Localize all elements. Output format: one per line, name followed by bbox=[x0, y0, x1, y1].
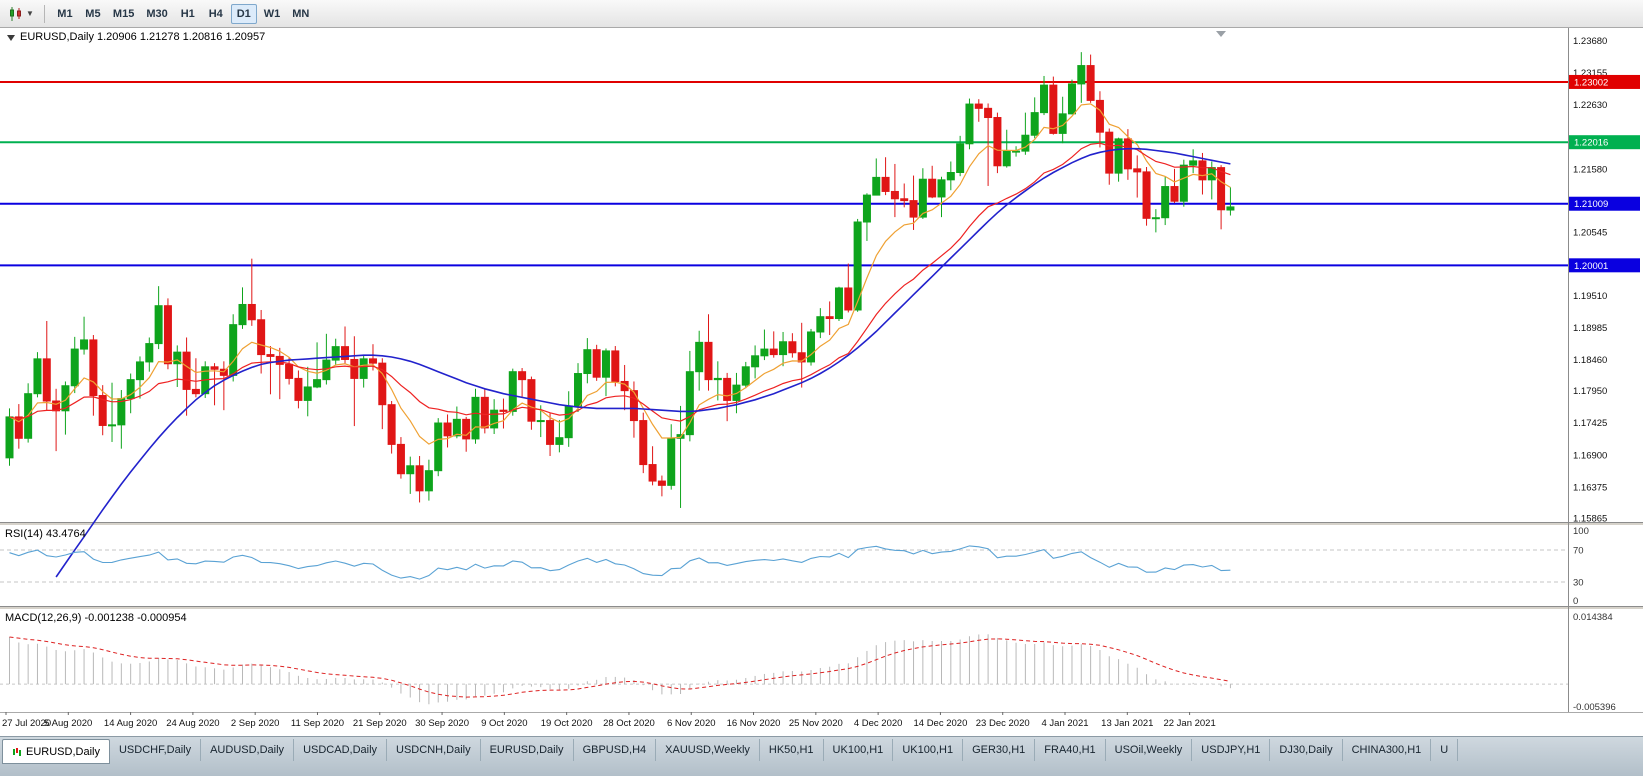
svg-text:1.23002: 1.23002 bbox=[1574, 77, 1608, 88]
svg-text:1.21580: 1.21580 bbox=[1573, 164, 1607, 175]
timeframe-m30-button[interactable]: M30 bbox=[141, 4, 172, 24]
svg-text:6 Nov 2020: 6 Nov 2020 bbox=[667, 718, 716, 729]
chart-tab-hk50-h1[interactable]: HK50,H1 bbox=[760, 739, 824, 761]
timeframe-mn-button[interactable]: MN bbox=[287, 4, 314, 24]
svg-text:14 Aug 2020: 14 Aug 2020 bbox=[104, 718, 157, 729]
svg-text:0: 0 bbox=[1573, 596, 1578, 607]
chart-tab-china300-h1[interactable]: CHINA300,H1 bbox=[1343, 739, 1432, 761]
chart-tab-gbpusd-h4[interactable]: GBPUSD,H4 bbox=[574, 739, 657, 761]
chart-tab-usdjpy-h1[interactable]: USDJPY,H1 bbox=[1192, 739, 1271, 761]
one-click-trading-toggle[interactable] bbox=[7, 35, 15, 41]
candlestick-chart-icon bbox=[10, 6, 21, 21]
svg-text:11 Sep 2020: 11 Sep 2020 bbox=[291, 718, 344, 729]
svg-text:1.19510: 1.19510 bbox=[1573, 291, 1607, 302]
svg-text:14 Dec 2020: 14 Dec 2020 bbox=[913, 718, 967, 729]
svg-text:13 Jan 2021: 13 Jan 2021 bbox=[1101, 718, 1153, 729]
chart-tab-audusd-daily[interactable]: AUDUSD,Daily bbox=[201, 739, 295, 761]
svg-text:5 Aug 2020: 5 Aug 2020 bbox=[44, 718, 92, 729]
svg-text:1.23155: 1.23155 bbox=[1573, 68, 1607, 79]
svg-text:16 Nov 2020: 16 Nov 2020 bbox=[727, 718, 781, 729]
time-axis[interactable] bbox=[0, 712, 1568, 736]
svg-text:1.16375: 1.16375 bbox=[1573, 482, 1607, 493]
svg-text:1.16900: 1.16900 bbox=[1573, 450, 1607, 461]
chart-tab-usdcnh-daily[interactable]: USDCNH,Daily bbox=[387, 739, 481, 761]
timeframe-d1-button[interactable]: D1 bbox=[230, 3, 257, 24]
svg-text:1.22630: 1.22630 bbox=[1573, 100, 1607, 111]
svg-text:1.22016: 1.22016 bbox=[1574, 138, 1608, 149]
svg-text:1.20001: 1.20001 bbox=[1574, 261, 1608, 272]
svg-text:24 Aug 2020: 24 Aug 2020 bbox=[166, 718, 219, 729]
svg-text:9 Oct 2020: 9 Oct 2020 bbox=[481, 718, 527, 729]
rsi-header: RSI(14) 43.4764 bbox=[5, 528, 86, 540]
svg-text:-0.005396: -0.005396 bbox=[1573, 702, 1616, 713]
chart-tab-bar: EURUSD,Daily USDCHF,Daily AUDUSD,Daily USDC… bbox=[0, 736, 1643, 776]
svg-text:30: 30 bbox=[1573, 578, 1584, 589]
svg-text:1.23680: 1.23680 bbox=[1573, 36, 1607, 47]
chart-tab-ger30-h1[interactable]: GER30,H1 bbox=[963, 739, 1036, 761]
svg-text:100: 100 bbox=[1573, 526, 1589, 537]
timeframe-buttons: M1 M5 M15 M30 H1 H4 D1 W1 MN bbox=[51, 3, 315, 24]
dropdown-caret-icon: ▼ bbox=[26, 8, 34, 18]
timeframe-h1-button[interactable]: H1 bbox=[175, 4, 201, 24]
svg-text:1.15865: 1.15865 bbox=[1573, 514, 1607, 525]
svg-text:1.17950: 1.17950 bbox=[1573, 386, 1607, 397]
svg-text:30 Sep 2020: 30 Sep 2020 bbox=[415, 718, 469, 729]
macd-pane[interactable] bbox=[0, 610, 1568, 712]
chart-type-candlestick-button[interactable]: ▼ bbox=[4, 3, 38, 25]
main-chart-pane[interactable] bbox=[0, 28, 1568, 522]
chart-tab-usdchf-daily[interactable]: USDCHF,Daily bbox=[110, 739, 202, 761]
svg-text:23 Dec 2020: 23 Dec 2020 bbox=[976, 718, 1030, 729]
rsi-pane[interactable] bbox=[0, 526, 1568, 606]
chart-canvas[interactable]: 1.23680 1.23155 1.22630 1.21580 1.20545 1.195… bbox=[0, 28, 1643, 736]
chart-tab-fra40-h1[interactable]: FRA40,H1 bbox=[1035, 739, 1106, 761]
timeframe-m5-button[interactable]: M5 bbox=[80, 4, 106, 24]
chart-tab-eurusd-daily[interactable]: EURUSD,Daily bbox=[2, 739, 110, 764]
svg-text:4 Jan 2021: 4 Jan 2021 bbox=[1042, 718, 1089, 729]
macd-header: MACD(12,26,9) -0.001238 -0.000954 bbox=[5, 612, 187, 624]
svg-text:28 Oct 2020: 28 Oct 2020 bbox=[603, 718, 655, 729]
svg-text:1.20545: 1.20545 bbox=[1573, 228, 1607, 239]
chart-tab-u[interactable]: U bbox=[1431, 739, 1459, 761]
svg-text:22 Jan 2021: 22 Jan 2021 bbox=[1163, 718, 1215, 729]
timeframe-m1-button[interactable]: M1 bbox=[52, 4, 78, 24]
timeframe-w1-button[interactable]: W1 bbox=[259, 4, 286, 24]
svg-text:2 Sep 2020: 2 Sep 2020 bbox=[231, 718, 280, 729]
chart-tab-usdcad-daily[interactable]: USDCAD,Daily bbox=[294, 739, 388, 761]
svg-text:4 Dec 2020: 4 Dec 2020 bbox=[854, 718, 903, 729]
timeframe-toolbar: ▼ M1 M5 M15 M30 H1 H4 D1 W1 MN bbox=[0, 0, 1643, 28]
svg-text:1.21009: 1.21009 bbox=[1574, 199, 1608, 210]
svg-text:0.014384: 0.014384 bbox=[1573, 612, 1613, 623]
svg-text:21 Sep 2020: 21 Sep 2020 bbox=[353, 718, 407, 729]
svg-text:1.17425: 1.17425 bbox=[1573, 418, 1607, 429]
svg-text:25 Nov 2020: 25 Nov 2020 bbox=[789, 718, 843, 729]
chart-tab-dj30-daily[interactable]: DJ30,Daily bbox=[1270, 739, 1343, 761]
toolbar-separator bbox=[43, 4, 45, 23]
timeframe-m15-button[interactable]: M15 bbox=[108, 4, 139, 24]
chart-tab-uk100-h1[interactable]: UK100,H1 bbox=[824, 739, 894, 761]
price-axis[interactable] bbox=[1568, 28, 1643, 712]
chart-tab-uk100-h1[interactable]: UK100,H1 bbox=[893, 739, 964, 761]
chart-drawing: 1.23680 1.23155 1.22630 1.21580 1.20545 1.195… bbox=[0, 28, 1643, 736]
svg-text:19 Oct 2020: 19 Oct 2020 bbox=[541, 718, 593, 729]
chart-tab-eurusd-daily[interactable]: EURUSD,Daily bbox=[481, 739, 574, 761]
chart-tab-usoil-weekly[interactable]: USOil,Weekly bbox=[1106, 739, 1193, 761]
svg-text:70: 70 bbox=[1573, 546, 1584, 557]
chart-ohlc-header: EURUSD,Daily 1.20906 1.21278 1.20816 1.2… bbox=[20, 31, 266, 43]
timeframe-h4-button[interactable]: H4 bbox=[203, 4, 229, 24]
chart-tab-xauusd-weekly[interactable]: XAUUSD,Weekly bbox=[656, 739, 760, 761]
svg-text:27 Jul 2020: 27 Jul 2020 bbox=[2, 718, 51, 729]
svg-text:1.18985: 1.18985 bbox=[1573, 323, 1607, 334]
chart-tab-icon bbox=[12, 746, 22, 757]
svg-text:1.18460: 1.18460 bbox=[1573, 355, 1607, 366]
